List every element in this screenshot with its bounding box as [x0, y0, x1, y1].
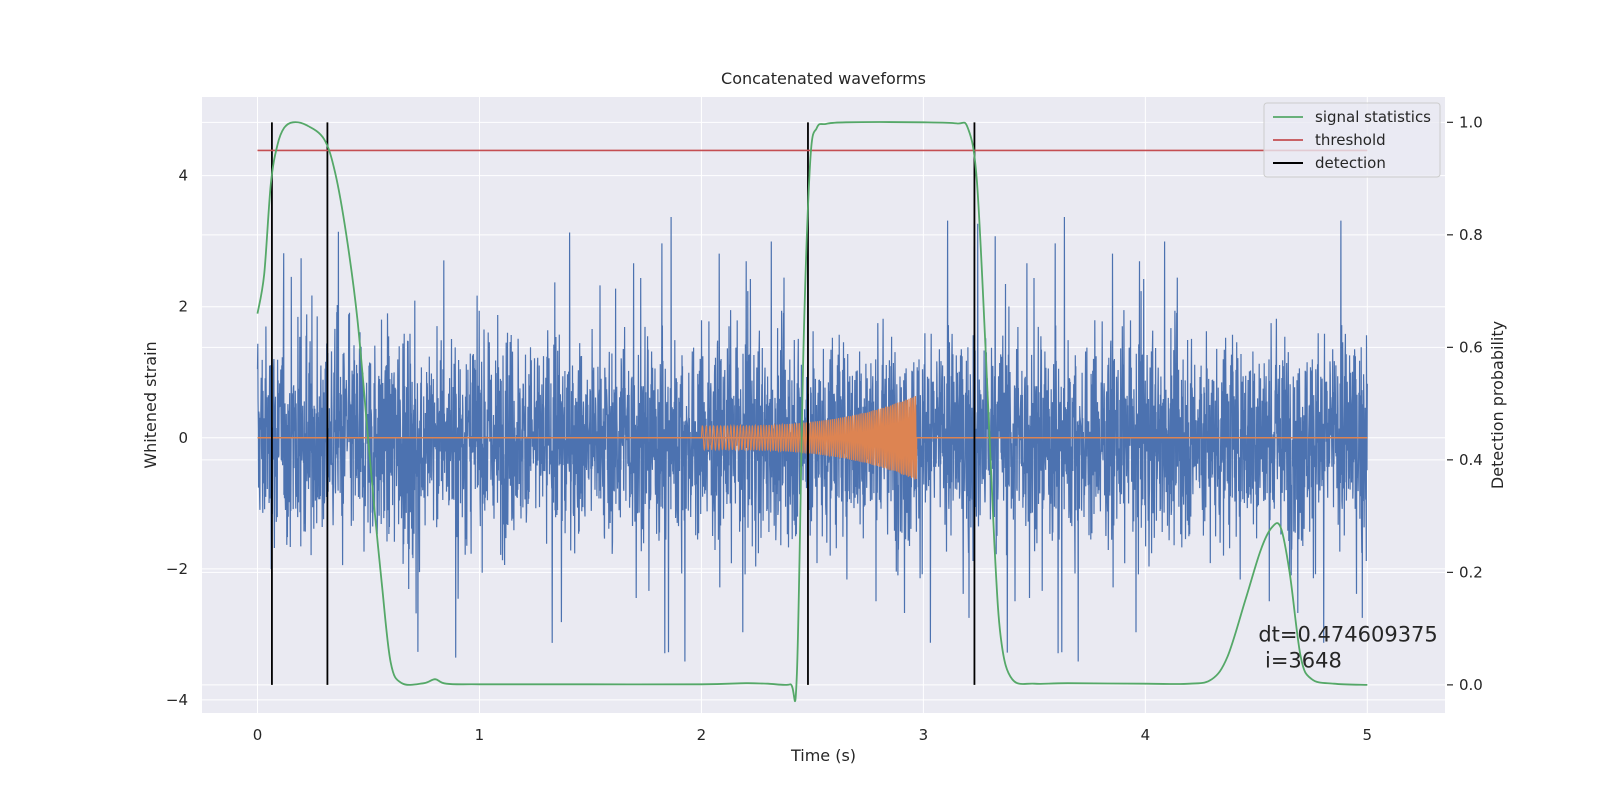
y-axis-ticks: 4 2 0 −2 −4 — [166, 167, 188, 709]
y-right-tick-label: 0.8 — [1459, 226, 1483, 244]
y-right-tick-label: 0.4 — [1459, 451, 1483, 469]
chart-title: Concatenated waveforms — [721, 69, 926, 88]
annotation-dt: dt=0.474609375 — [1258, 622, 1437, 646]
x-axis-label: Time (s) — [790, 746, 856, 765]
y-tick-label: −4 — [166, 691, 188, 709]
x-axis-ticks: 0 1 2 3 4 5 — [253, 726, 1372, 744]
whitened-strain-series — [256, 216, 1368, 662]
legend-box — [1263, 102, 1441, 178]
y-tick-label: 0 — [178, 429, 188, 447]
y-right-tick-label: 1.0 — [1459, 113, 1483, 131]
y-tick-label: −2 — [166, 560, 188, 578]
x-tick-label: 3 — [919, 726, 929, 744]
x-tick-label: 5 — [1363, 726, 1373, 744]
x-tick-label: 1 — [475, 726, 485, 744]
legend: signal statistics threshold detection — [1263, 102, 1441, 178]
y-tick-label: 4 — [178, 167, 188, 185]
plot-lines — [256, 121, 1368, 703]
y-right-tick-label: 0.6 — [1459, 338, 1483, 356]
y-axis-label: Whitened strain — [141, 341, 160, 468]
y-right-axis-ticks: 1.0 0.8 0.6 0.4 0.2 0.0 — [1447, 113, 1483, 694]
y-tick-label: 2 — [178, 298, 188, 316]
signal-statistics-series — [256, 121, 1368, 703]
y-right-tick-label: 0.0 — [1459, 676, 1483, 694]
y-right-tick-label: 0.2 — [1459, 563, 1483, 581]
grid-lines — [202, 97, 1445, 713]
x-tick-label: 0 — [253, 726, 263, 744]
x-tick-label: 2 — [697, 726, 707, 744]
x-tick-label: 4 — [1141, 726, 1151, 744]
y-right-axis-label: Detection probability — [1488, 321, 1507, 489]
legend-label: signal statistics — [1315, 108, 1431, 126]
legend-label: detection — [1315, 154, 1386, 172]
legend-label: threshold — [1315, 131, 1386, 149]
annotation-index: i=3648 — [1258, 649, 1342, 673]
